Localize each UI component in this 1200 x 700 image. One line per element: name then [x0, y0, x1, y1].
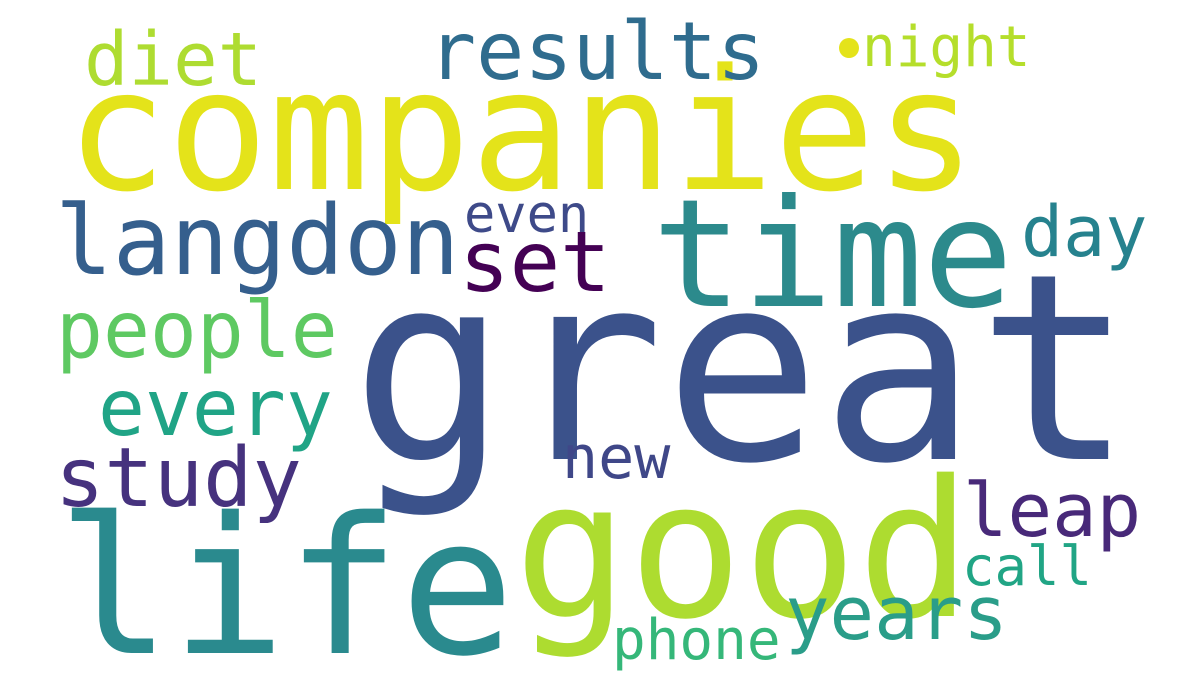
word-set: set: [459, 213, 611, 311]
word-new: new: [562, 423, 671, 493]
word-companies: companies: [66, 33, 977, 229]
word-people: people: [56, 286, 338, 376]
word-phone: phone: [612, 608, 781, 673]
word-even: even: [464, 185, 590, 245]
word-night: night: [862, 15, 1031, 80]
word-leap: leap: [963, 468, 1142, 554]
word-great: great: [351, 219, 1134, 521]
word-every: every: [98, 364, 333, 454]
word-life: life: [57, 477, 515, 698]
word-time: time: [652, 168, 1014, 342]
word-diet: diet: [84, 17, 263, 103]
word-call: call: [962, 535, 1093, 598]
decorative-dot: [839, 38, 859, 58]
word-langdon: langdon: [55, 185, 460, 297]
word-day: day: [1021, 191, 1148, 273]
word-results: results: [428, 5, 766, 98]
word-good: good: [514, 440, 972, 661]
word-years: years: [785, 571, 1008, 657]
word-study: study: [55, 431, 302, 526]
